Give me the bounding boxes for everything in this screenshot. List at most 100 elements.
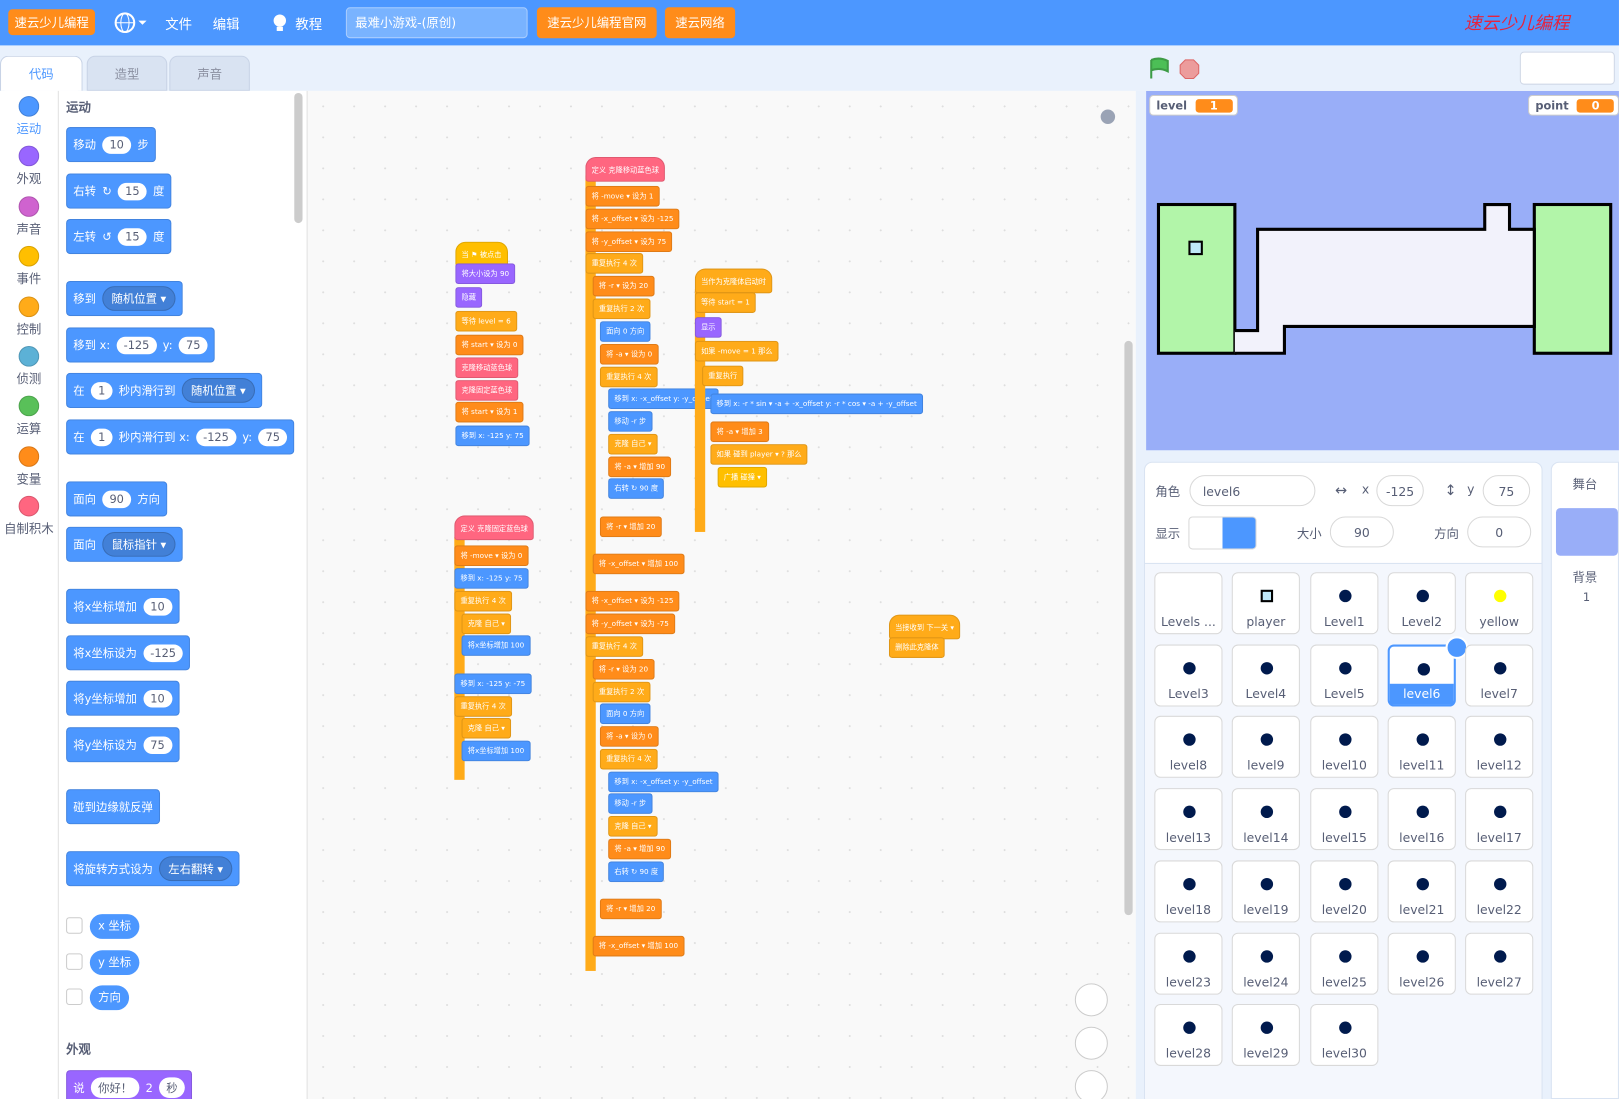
script-block[interactable]: 定义 克隆固定蓝色球 bbox=[454, 515, 535, 541]
category-dot[interactable] bbox=[18, 246, 40, 267]
script-block[interactable]: 克隆移动蓝色球 bbox=[455, 357, 519, 379]
script-block[interactable]: 将 -x_offset ▾ 增加 100 bbox=[592, 553, 685, 575]
script-block[interactable]: 将大小设为 90 bbox=[455, 263, 516, 285]
palette-block[interactable]: 碰到边缘就反弹 bbox=[66, 789, 161, 825]
sprite-tile[interactable]: Level2 bbox=[1387, 572, 1456, 635]
sprite-tile[interactable]: level15 bbox=[1310, 788, 1379, 851]
palette-block[interactable]: 在 1 秒内滑行到 x: -125 y: 75 bbox=[66, 419, 295, 455]
block-input[interactable]: 1 bbox=[90, 381, 113, 400]
script-block[interactable]: 克隆 自己 ▾ bbox=[608, 433, 658, 455]
script-block[interactable]: 重复执行 4 次 bbox=[599, 366, 658, 388]
block-input[interactable]: 你好！ bbox=[90, 1077, 140, 1098]
sprite-tile[interactable]: level19 bbox=[1231, 860, 1300, 923]
category-dot[interactable] bbox=[18, 196, 40, 217]
link-button[interactable]: 速云网络 bbox=[664, 7, 736, 39]
script-block[interactable]: 重复执行 4 次 bbox=[599, 748, 658, 770]
stage-thumb[interactable] bbox=[1555, 508, 1618, 556]
block-dropdown[interactable]: 左右翻转 ▾ bbox=[159, 856, 233, 882]
category-label[interactable]: 事件 bbox=[16, 271, 42, 287]
script-block[interactable]: 定义 克隆移动蓝色球 bbox=[585, 157, 666, 182]
category-dot[interactable] bbox=[18, 346, 40, 367]
sprite-tile[interactable]: level20 bbox=[1310, 860, 1379, 923]
script-block[interactable]: 移动 -r 步 bbox=[608, 793, 653, 814]
sprite-tile[interactable]: level7 bbox=[1465, 644, 1534, 707]
script-block[interactable]: 当接收到 下一关 ▾ bbox=[888, 614, 961, 640]
palette-block[interactable]: 移到 随机位置 ▾ bbox=[66, 280, 183, 317]
script-block[interactable]: 克隆 自己 ▾ bbox=[461, 613, 512, 635]
sprite-tile[interactable]: Level5 bbox=[1310, 644, 1379, 707]
script-block[interactable]: 将x坐标增加 100 bbox=[461, 635, 531, 656]
sprite-tile[interactable]: Levels ... bbox=[1154, 572, 1223, 635]
script-block[interactable]: 显示 bbox=[694, 317, 722, 338]
category-label[interactable]: 运算 bbox=[16, 421, 42, 437]
category-label[interactable]: 声音 bbox=[16, 221, 42, 237]
palette-block[interactable]: 移到 x: -125 y: 75 bbox=[66, 327, 215, 363]
category-label[interactable]: 自制积木 bbox=[4, 521, 54, 537]
script-block[interactable]: 删除此克隆体 bbox=[888, 637, 945, 658]
script-block[interactable]: 将 -r ▾ 增加 20 bbox=[599, 898, 662, 920]
block-dropdown[interactable]: 鼠标指针 ▾ bbox=[102, 531, 176, 557]
zoom-button[interactable] bbox=[1074, 1026, 1108, 1060]
sprite-tile[interactable]: level28 bbox=[1154, 1004, 1223, 1067]
block-input[interactable]: 75 bbox=[258, 428, 288, 446]
script-block[interactable]: 克隆 自己 ▾ bbox=[608, 815, 658, 837]
category-label[interactable]: 侦测 bbox=[16, 371, 42, 387]
tab-sounds[interactable]: 声音 bbox=[169, 55, 250, 91]
block-input[interactable]: 1 bbox=[90, 428, 113, 446]
script-block[interactable]: 重复执行 4 次 bbox=[454, 590, 513, 612]
reporter-block[interactable]: y 坐标 bbox=[89, 949, 140, 975]
zoom-button[interactable] bbox=[1074, 1070, 1108, 1099]
block-input[interactable]: 10 bbox=[102, 135, 132, 154]
layout-buttons[interactable] bbox=[1519, 51, 1615, 85]
category-label[interactable]: 控制 bbox=[16, 321, 42, 337]
sprite-tile[interactable]: level12 bbox=[1465, 716, 1534, 779]
sprite-tile[interactable]: level21 bbox=[1387, 860, 1456, 923]
sprite-tile[interactable]: level13 bbox=[1154, 788, 1223, 851]
script-block[interactable]: 面向 0 方向 bbox=[599, 321, 651, 342]
category-label[interactable]: 外观 bbox=[16, 171, 42, 187]
script-block[interactable]: 将 -a ▾ 增加 90 bbox=[608, 838, 672, 860]
script-block[interactable]: 移到 x: -125 y: -75 bbox=[454, 673, 532, 695]
script-block[interactable]: 将x坐标增加 100 bbox=[461, 740, 531, 762]
sprite-tile[interactable]: Level1 bbox=[1310, 572, 1379, 635]
script-block[interactable]: 将 -a ▾ 设为 0 bbox=[599, 343, 659, 365]
category-label[interactable]: 运动 bbox=[16, 121, 42, 137]
language-icon[interactable] bbox=[114, 11, 149, 34]
palette-block[interactable]: 说你好！ 2 秒 bbox=[66, 1070, 193, 1099]
script-block[interactable]: 隐藏 bbox=[455, 287, 483, 308]
block-input[interactable]: 10 bbox=[143, 689, 172, 708]
palette-block[interactable]: 面向 90 方向 bbox=[66, 481, 168, 517]
sprite-tile[interactable]: level17 bbox=[1465, 788, 1534, 851]
sprite-tile[interactable]: Level3 bbox=[1154, 644, 1223, 707]
script-block[interactable]: 移到 x: -x_offset y: -y_offset bbox=[608, 771, 719, 793]
script-block[interactable]: 移动 -r 步 bbox=[608, 411, 653, 432]
block-input[interactable]: 10 bbox=[143, 597, 172, 616]
menu-edit[interactable]: 编辑 bbox=[212, 17, 240, 34]
script-block[interactable]: 如果 碰到 player ▾ ? 那么 bbox=[710, 444, 808, 465]
script-block[interactable]: 面向 0 方向 bbox=[599, 703, 651, 725]
script-block[interactable]: 将 -y_offset ▾ 设为 75 bbox=[585, 231, 673, 253]
script-block[interactable]: 将 -move ▾ 设为 1 bbox=[585, 185, 660, 207]
tab-code[interactable]: 代码 bbox=[0, 55, 83, 91]
project-title[interactable]: 最难小游戏-(原创) bbox=[345, 7, 528, 39]
script-block[interactable]: 如果 -move = 1 那么 bbox=[694, 340, 779, 362]
zoom-button[interactable] bbox=[1074, 983, 1108, 1017]
palette-block[interactable]: 在 1 秒内滑行到 随机位置 ▾ bbox=[66, 372, 263, 408]
palette-block[interactable]: 将x坐标设为 -125 bbox=[66, 635, 191, 671]
palette-block[interactable]: 将旋转方式设为 左右翻转 ▾ bbox=[66, 851, 240, 887]
script-block[interactable]: 广播 碰撞 ▾ bbox=[717, 466, 768, 488]
block-input[interactable]: -125 bbox=[195, 428, 237, 446]
sprite-tile[interactable]: level14 bbox=[1231, 788, 1300, 851]
sprite-tile[interactable]: level27 bbox=[1465, 932, 1534, 995]
sprite-tile[interactable]: Level4 bbox=[1231, 644, 1300, 707]
script-block[interactable]: 将 -a ▾ 增加 90 bbox=[608, 456, 672, 478]
sprite-tile[interactable]: yellow bbox=[1465, 572, 1534, 635]
script-block[interactable]: 重复执行 4 次 bbox=[585, 636, 644, 657]
sprite-tile[interactable]: level24 bbox=[1231, 932, 1300, 995]
palette-block[interactable]: 将y坐标设为 75 bbox=[66, 727, 180, 763]
script-block[interactable]: 右转 ↻ 90 度 bbox=[608, 478, 665, 499]
script-block[interactable]: 右转 ↻ 90 度 bbox=[608, 861, 665, 883]
category-dot[interactable] bbox=[18, 96, 40, 117]
script-block[interactable]: 将 -r ▾ 设为 20 bbox=[592, 658, 655, 680]
script-block[interactable]: 将 -r ▾ 增加 20 bbox=[599, 516, 662, 538]
